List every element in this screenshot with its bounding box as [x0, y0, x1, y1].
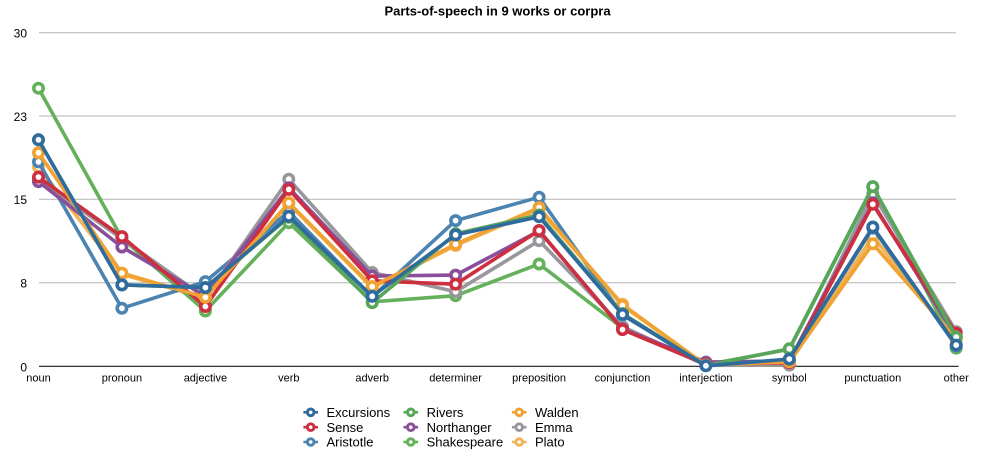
svg-text:interjection: interjection	[679, 372, 732, 384]
svg-text:adverb: adverb	[355, 372, 389, 384]
svg-text:pronoun: pronoun	[102, 372, 142, 384]
svg-text:verb: verb	[278, 372, 299, 384]
svg-text:23: 23	[14, 110, 28, 124]
svg-text:15: 15	[14, 193, 28, 207]
svg-text:Sense: Sense	[327, 420, 364, 435]
svg-text:conjunction: conjunction	[595, 372, 651, 384]
svg-text:preposition: preposition	[512, 372, 566, 384]
svg-text:Emma: Emma	[535, 420, 573, 435]
svg-text:8: 8	[20, 277, 27, 291]
svg-text:Aristotle: Aristotle	[327, 435, 374, 450]
svg-text:determiner: determiner	[429, 372, 482, 384]
svg-text:punctuation: punctuation	[844, 372, 901, 384]
svg-text:symbol: symbol	[772, 372, 807, 384]
svg-text:Plato: Plato	[535, 435, 565, 450]
svg-text:adjective: adjective	[184, 372, 227, 384]
svg-text:30: 30	[14, 27, 28, 41]
svg-text:Parts-of-speech in 9 works or: Parts-of-speech in 9 works or corpra	[384, 4, 611, 19]
svg-text:Excursions: Excursions	[327, 405, 391, 420]
svg-text:Rivers: Rivers	[427, 405, 464, 420]
svg-text:other: other	[944, 372, 969, 384]
svg-text:Walden: Walden	[535, 405, 579, 420]
svg-text:Northanger: Northanger	[427, 420, 493, 435]
svg-text:Shakespeare: Shakespeare	[427, 435, 504, 450]
svg-text:noun: noun	[26, 372, 50, 384]
svg-text:0: 0	[20, 360, 27, 374]
